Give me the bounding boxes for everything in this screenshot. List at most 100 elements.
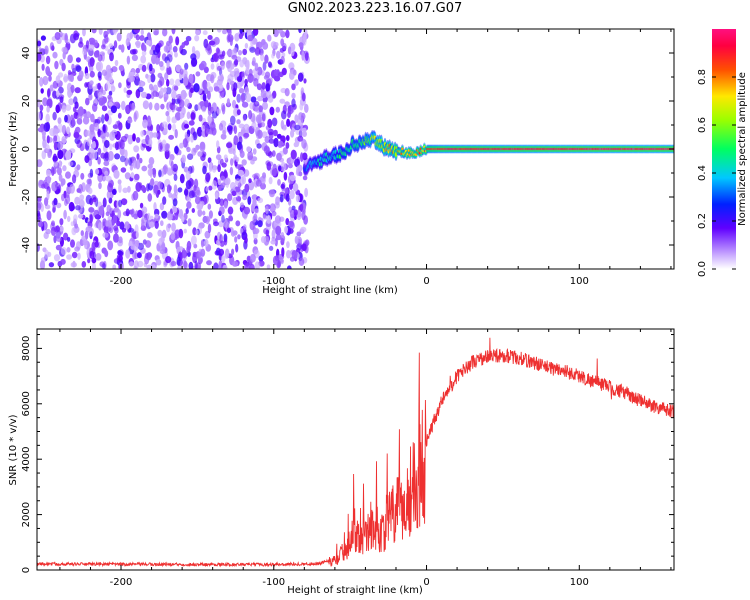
noise-cell xyxy=(98,222,102,231)
noise-cell xyxy=(196,126,203,137)
noise-cell xyxy=(88,147,95,154)
noise-cell xyxy=(226,82,230,91)
noise-cell xyxy=(67,70,72,75)
noise-cell xyxy=(283,124,287,130)
x-tick-label: 0 xyxy=(423,577,429,588)
noise-cell xyxy=(126,55,131,65)
colorbar-tick-label: 0.4 xyxy=(697,165,708,181)
noise-cell xyxy=(91,86,97,93)
noise-cell xyxy=(111,210,115,217)
noise-cell xyxy=(89,250,95,260)
noise-cell xyxy=(108,150,114,161)
noise-cell xyxy=(55,75,61,84)
noise-cell xyxy=(200,248,206,257)
noise-cell xyxy=(49,84,54,92)
noise-cell xyxy=(150,178,155,186)
noise-cell xyxy=(264,71,271,79)
noise-cell xyxy=(265,83,270,92)
noise-cell xyxy=(141,64,147,72)
noise-cell xyxy=(52,155,58,162)
noise-cell xyxy=(89,124,95,135)
snr-xlabel: Height of straight line (km) xyxy=(287,585,423,596)
noise-cell xyxy=(263,145,270,154)
noise-cell xyxy=(85,40,90,49)
noise-cell xyxy=(247,196,252,205)
noise-cell xyxy=(295,194,300,203)
noise-cell xyxy=(120,167,127,173)
noise-cell xyxy=(160,220,164,227)
noise-cell xyxy=(183,188,189,196)
noise-cell xyxy=(148,221,155,228)
noise-cell xyxy=(285,193,290,202)
noise-cell xyxy=(45,144,50,153)
noise-cell xyxy=(164,149,170,160)
noise-cell xyxy=(139,35,145,41)
noise-cell xyxy=(249,253,256,263)
noise-cell xyxy=(161,121,168,128)
noise-cell xyxy=(300,152,304,163)
noise-cell xyxy=(213,221,219,227)
noise-cell xyxy=(205,215,210,225)
noise-cell xyxy=(181,42,186,49)
noise-cell xyxy=(251,156,258,162)
noise-cell xyxy=(125,104,131,115)
noise-cell xyxy=(135,67,140,74)
noise-cell xyxy=(135,159,141,170)
noise-cell xyxy=(111,129,118,136)
noise-cell xyxy=(266,161,272,171)
noise-cell xyxy=(289,174,296,182)
noise-cell xyxy=(97,128,101,138)
noise-cell xyxy=(223,237,228,246)
noise-cell xyxy=(133,76,141,86)
noise-cell xyxy=(154,220,159,229)
noise-cell xyxy=(95,253,102,261)
noise-cell xyxy=(84,82,88,88)
noise-cell xyxy=(247,150,254,161)
noise-cell xyxy=(218,123,224,131)
noise-cell xyxy=(142,102,147,108)
noise-cell xyxy=(63,232,69,241)
noise-cell xyxy=(51,166,55,176)
spectrogram-data xyxy=(37,29,674,269)
noise-cell xyxy=(118,65,124,72)
x-tick-label: -200 xyxy=(110,276,133,287)
x-tick-label: 0 xyxy=(423,276,429,287)
noise-cell xyxy=(198,114,203,122)
noise-cell xyxy=(234,236,238,243)
noise-cell xyxy=(101,105,108,112)
noise-cell xyxy=(274,215,282,224)
noise-cell xyxy=(149,49,154,56)
noise-cell xyxy=(68,98,74,106)
noise-cell xyxy=(114,101,120,108)
noise-cell xyxy=(168,192,173,198)
noise-cell xyxy=(271,229,276,239)
noise-cell xyxy=(103,124,108,134)
noise-cell xyxy=(147,74,152,84)
noise-cell xyxy=(262,61,267,71)
noise-cell xyxy=(247,34,254,42)
y-tick-label: 20 xyxy=(21,95,32,108)
noise-cell xyxy=(179,112,183,120)
noise-cell xyxy=(148,138,153,148)
noise-cell xyxy=(237,234,241,240)
noise-cell xyxy=(286,249,291,259)
noise-cell xyxy=(118,199,123,208)
noise-cell xyxy=(202,93,207,102)
noise-cell xyxy=(136,153,140,161)
noise-cell xyxy=(265,229,270,237)
noise-cell xyxy=(244,183,250,193)
noise-cell xyxy=(37,159,43,168)
noise-cell xyxy=(141,165,148,172)
noise-cell xyxy=(54,60,59,70)
x-tick-label: -100 xyxy=(262,577,285,588)
noise-cell xyxy=(255,126,261,137)
noise-cell xyxy=(183,260,188,269)
noise-cell xyxy=(276,133,282,139)
noise-cell xyxy=(203,124,209,130)
noise-cell xyxy=(111,188,117,195)
noise-cell xyxy=(231,54,238,60)
noise-cell xyxy=(268,151,273,158)
y-tick-label: 0 xyxy=(21,567,32,573)
noise-cell xyxy=(280,119,285,130)
